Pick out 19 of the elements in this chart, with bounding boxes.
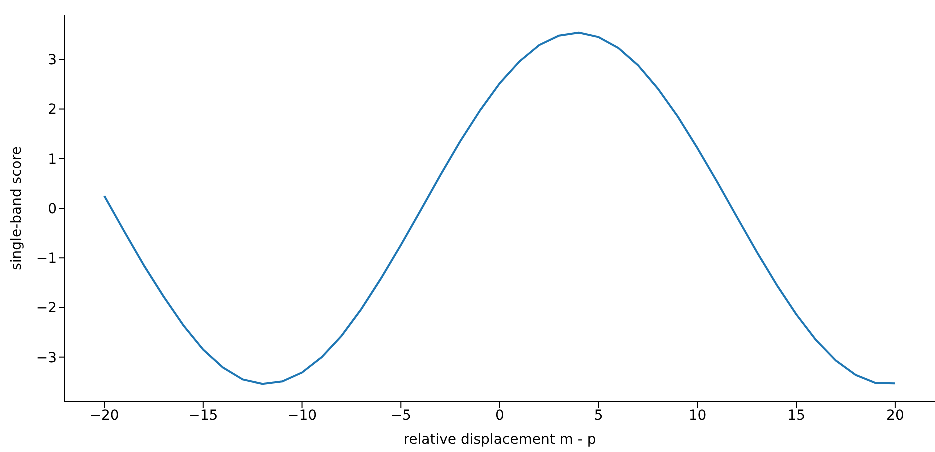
y-tick-label: 1: [48, 152, 57, 168]
y-tick-label: 0: [48, 201, 57, 218]
y-tick-label: −2: [36, 300, 57, 317]
x-tick-label: 5: [594, 408, 604, 424]
y-axis-title: single-band score: [8, 146, 25, 270]
x-tick-label: −5: [390, 408, 412, 424]
y-tick-label: −1: [36, 251, 57, 268]
y-tick-label: −3: [36, 350, 57, 366]
x-tick-label: −10: [288, 408, 318, 424]
y-tick-label: 3: [48, 52, 57, 69]
x-tick-label: 0: [496, 408, 504, 424]
x-tick-label: 15: [788, 408, 806, 424]
x-tick-label: 20: [886, 408, 904, 424]
x-tick-label: −15: [188, 408, 218, 424]
x-tick-label: 10: [688, 408, 707, 424]
x-axis-title: relative displacement m - p: [404, 432, 596, 448]
x-tick-label: −20: [90, 408, 120, 424]
y-tick-label: 2: [48, 102, 57, 118]
line-series: [104, 32, 896, 386]
